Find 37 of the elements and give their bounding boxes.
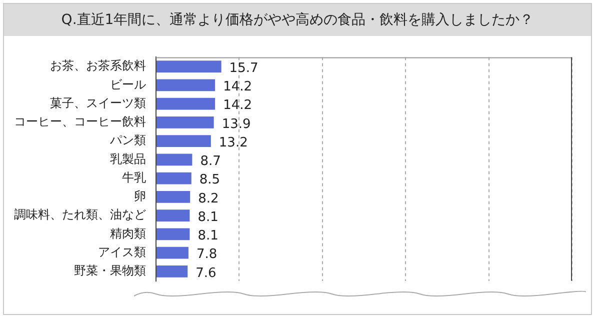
y-tick-label: 卵	[134, 189, 146, 204]
bar	[156, 266, 188, 278]
bar	[156, 172, 192, 184]
bar	[156, 154, 192, 166]
y-tick-label: 菓子、スイーツ類	[50, 96, 146, 110]
y-tick-label: 乳製品	[110, 152, 146, 166]
y-tick-label: ビール	[110, 77, 146, 92]
y-tick-label: お茶、お茶系飲料	[50, 58, 146, 73]
data-label: 15.7	[229, 60, 258, 76]
y-tick-label: コーヒー、コーヒー飲料	[14, 114, 146, 129]
bar	[156, 98, 216, 110]
bar	[156, 210, 190, 222]
data-label: 8.7	[200, 154, 221, 170]
bar	[156, 60, 222, 72]
data-label: 13.9	[222, 116, 251, 132]
bar	[156, 116, 214, 128]
y-tick-label: 野菜・果物類	[74, 264, 146, 278]
data-label: 13.2	[218, 135, 248, 150]
bar	[156, 191, 190, 203]
data-label: 8.1	[198, 228, 218, 244]
data-label: 7.8	[196, 247, 218, 262]
data-label: 8.5	[199, 172, 220, 188]
y-tick-label: 牛乳	[122, 170, 146, 184]
y-tick-label: 調味料、たれ類、油など	[14, 208, 146, 222]
bar	[156, 228, 190, 240]
bar	[156, 79, 216, 92]
y-tick-label: 精肉類	[110, 226, 146, 240]
data-label: 14.2	[223, 80, 252, 95]
data-label: 8.2	[198, 191, 219, 206]
y-tick-label: パン類	[109, 133, 146, 148]
bar	[156, 135, 211, 147]
bar	[156, 246, 188, 259]
chart-title: Q.直近1年間に、通常より価格がやや高めの食品・飲料を購入しましたか？	[4, 4, 591, 36]
data-label: 8.1	[198, 210, 218, 225]
data-label: 14.2	[223, 98, 252, 114]
y-tick-label: アイス類	[98, 244, 146, 259]
data-label: 7.6	[196, 266, 216, 281]
